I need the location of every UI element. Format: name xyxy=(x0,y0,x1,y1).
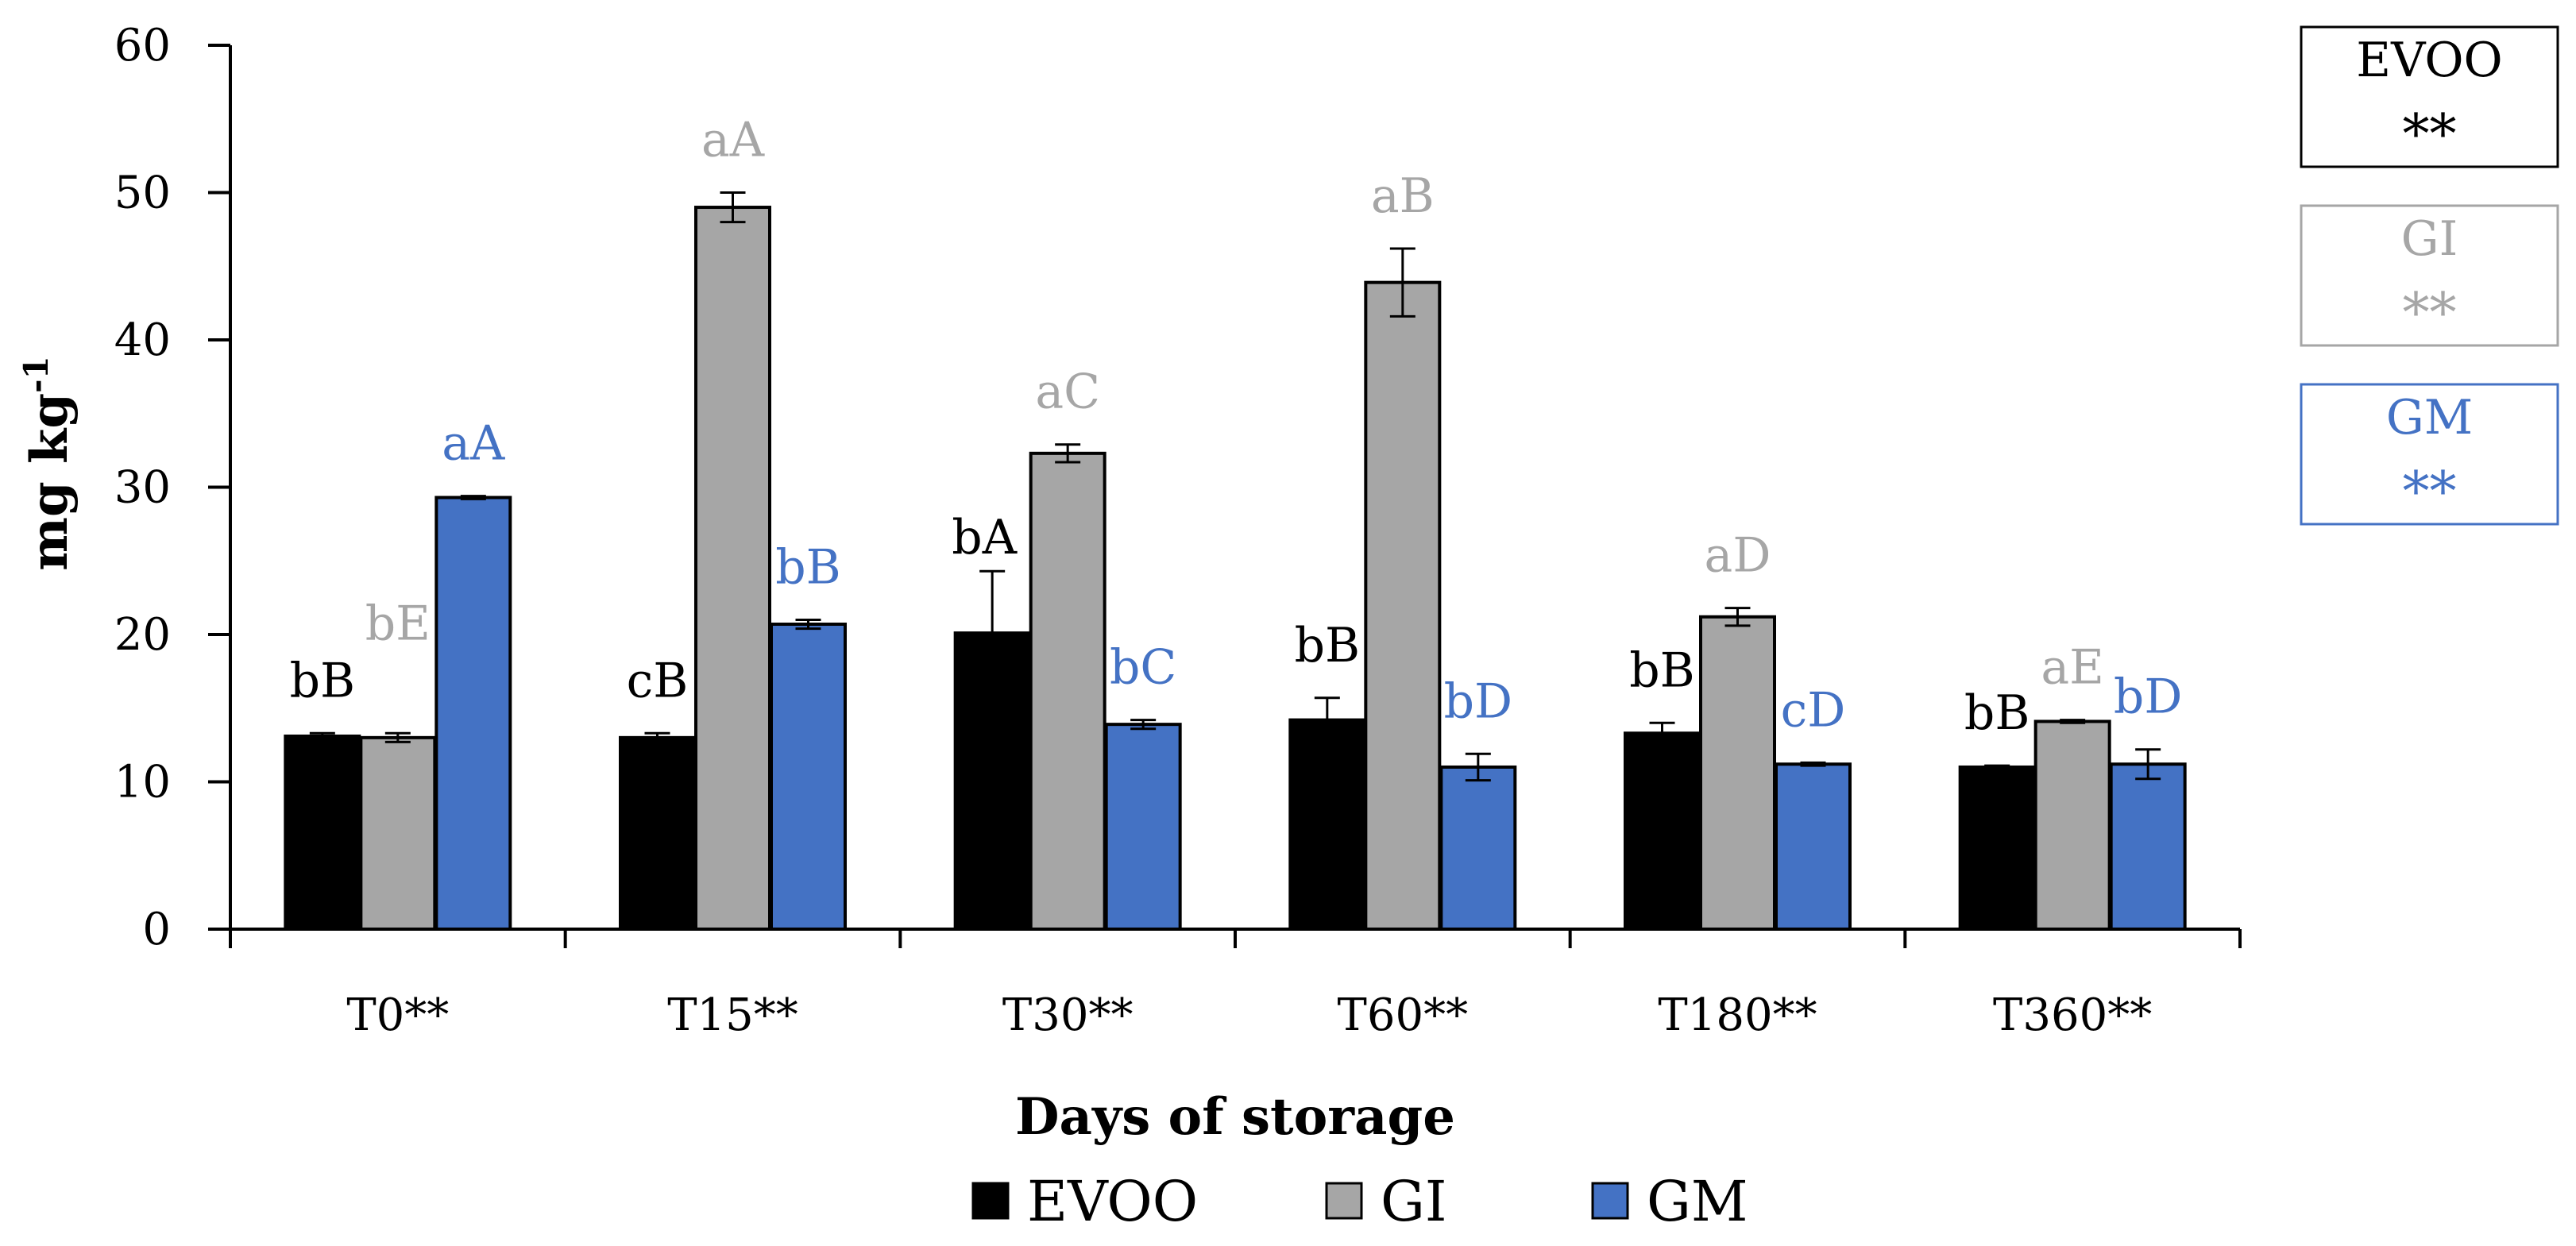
significance-letter: bD xyxy=(1444,673,1513,729)
significance-letter: bB xyxy=(1629,642,1695,698)
legend-label: EVOO xyxy=(1027,1169,1198,1234)
x-axis-title: Days of storage xyxy=(1015,1087,1455,1147)
significance-letter: aD xyxy=(1705,528,1771,584)
significance-letter: bD xyxy=(2114,669,2183,725)
legend-label: GI xyxy=(1381,1169,1447,1234)
x-tick-label: T360** xyxy=(1993,989,2152,1041)
y-tick-label: 10 xyxy=(114,757,171,808)
legend-swatch-gi xyxy=(1325,1182,1363,1220)
significance-letter: cB xyxy=(627,653,689,708)
y-tick-label: 40 xyxy=(114,314,171,366)
bar-gi xyxy=(1699,615,1776,931)
y-axis-title-main: mg kg xyxy=(20,393,79,571)
significance-letter: aE xyxy=(2041,640,2104,696)
x-tick-label: T30** xyxy=(1002,989,1134,1041)
side-boxes: EVOO ** GI ** GM ** xyxy=(2300,25,2559,526)
bar-evoo xyxy=(619,735,696,931)
y-tick-label: 30 xyxy=(114,462,171,514)
legend-label: GM xyxy=(1647,1169,1748,1234)
bar-evoo xyxy=(284,734,361,931)
side-box-gm xyxy=(2300,383,2559,526)
bar-gm xyxy=(434,496,512,931)
bar-gm xyxy=(1439,765,1517,932)
bar-gi xyxy=(1029,451,1106,931)
x-tick-label: T60** xyxy=(1338,989,1469,1041)
significance-letter: bE xyxy=(365,596,431,651)
axes: 0 10 20 30 40 50 60 T0** T15** T30** T60** T180** T3… xyxy=(17,20,2242,1147)
side-box-label: GM xyxy=(2386,390,2473,446)
significance-letter: bB xyxy=(1295,618,1361,673)
y-tick-label: 20 xyxy=(114,609,171,661)
y-tick-label: 50 xyxy=(114,168,171,219)
bar-evoo xyxy=(1958,765,2036,932)
side-box-stars: ** xyxy=(2403,461,2457,523)
bar-gm xyxy=(2109,762,2187,931)
y-tick-label: 60 xyxy=(114,20,171,71)
significance-letter: bA xyxy=(952,510,1017,565)
side-box-evoo xyxy=(2300,25,2559,168)
significance-letter: bC xyxy=(1110,640,1176,696)
y-tick-label: 0 xyxy=(142,904,171,955)
x-tick-label: T180** xyxy=(1658,989,1817,1041)
significance-letter: aA xyxy=(701,113,765,168)
significance-letter: bB xyxy=(290,653,356,708)
side-box-stars: ** xyxy=(2403,103,2457,166)
side-box-stars: ** xyxy=(2403,282,2457,345)
y-axis-title-sup: -1 xyxy=(17,356,56,393)
significance-letter: cD xyxy=(1781,682,1846,738)
significance-letter: aC xyxy=(1035,365,1100,420)
side-box-label: EVOO xyxy=(2356,33,2502,88)
x-tick-label: T0** xyxy=(346,989,449,1041)
significance-letter: bB xyxy=(1964,685,2030,741)
y-axis-title: mg kg-1 xyxy=(17,356,79,571)
bars xyxy=(284,191,2187,932)
significance-letter: aA xyxy=(442,416,505,472)
legend-swatch-gm xyxy=(1591,1182,1629,1220)
bar-evoo xyxy=(1288,718,1366,932)
significance-letter: aB xyxy=(1371,168,1435,224)
bar-gi xyxy=(359,735,437,931)
significance-letter: bB xyxy=(775,539,841,595)
bar-gi xyxy=(2033,719,2111,931)
bar-gi xyxy=(694,206,771,931)
bar-gm xyxy=(1104,723,1182,932)
side-box-label: GI xyxy=(2401,211,2458,267)
legend: EVOO GI GM xyxy=(971,1169,1748,1234)
side-box-gi xyxy=(2300,204,2559,347)
legend-swatch-evoo xyxy=(971,1182,1010,1220)
bar-gi xyxy=(1364,280,1442,931)
x-tick-label: T15** xyxy=(667,989,798,1041)
bar-gm xyxy=(1775,762,1852,931)
bar-evoo xyxy=(1624,731,1701,931)
bar-gm xyxy=(770,623,847,931)
